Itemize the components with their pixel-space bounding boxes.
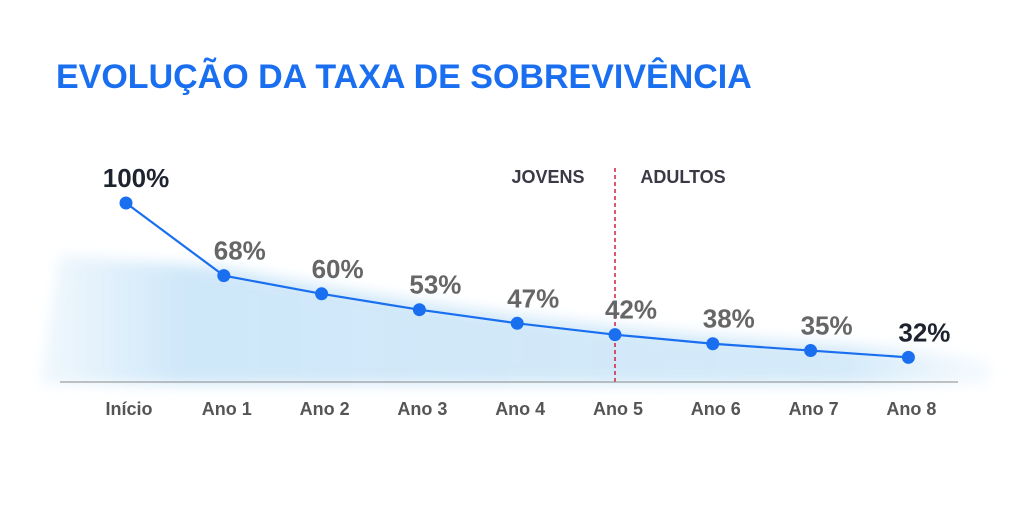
data-label-8: 32%: [898, 317, 950, 347]
data-point-0: [119, 196, 133, 210]
x-tick-label-4: Ano 4: [495, 399, 545, 419]
data-point-6: [706, 337, 720, 351]
data-label-2: 60%: [312, 254, 364, 284]
data-point-4: [510, 316, 524, 330]
x-tick-label-6: Ano 6: [691, 399, 741, 419]
data-label-1: 68%: [214, 236, 266, 266]
data-label-0: 100%: [103, 163, 170, 193]
data-point-8: [901, 350, 915, 364]
data-label-7: 35%: [801, 311, 853, 341]
x-tick-label-8: Ano 8: [886, 399, 936, 419]
x-tick-label-5: Ano 5: [593, 399, 643, 419]
data-label-6: 38%: [703, 304, 755, 334]
data-label-5: 42%: [605, 295, 657, 325]
section-label-jovens: JOVENS: [511, 167, 584, 187]
section-label-adultos: ADULTOS: [640, 167, 725, 187]
data-label-4: 47%: [507, 283, 559, 313]
data-point-5: [608, 328, 622, 342]
data-point-3: [412, 303, 426, 317]
x-tick-label-7: Ano 7: [789, 399, 839, 419]
chart-title: EVOLUÇÃO DA TAXA DE SOBREVIVÊNCIA: [56, 58, 752, 96]
data-label-3: 53%: [409, 270, 461, 300]
data-point-7: [804, 344, 818, 358]
x-tick-label-0: Início: [105, 399, 152, 419]
data-point-1: [217, 269, 231, 283]
x-tick-label-2: Ano 2: [300, 399, 350, 419]
data-point-2: [315, 287, 329, 301]
x-tick-label-3: Ano 3: [397, 399, 447, 419]
x-tick-label-1: Ano 1: [202, 399, 252, 419]
